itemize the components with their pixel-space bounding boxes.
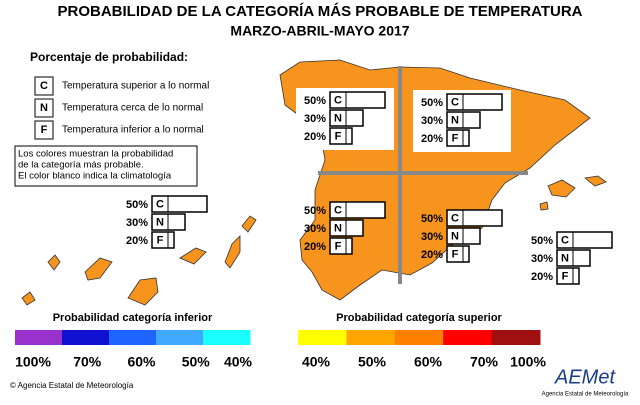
island	[84, 257, 113, 281]
value-label: 20%	[531, 271, 553, 283]
scale-swatch	[394, 330, 444, 345]
value-label: 30%	[304, 113, 326, 125]
island	[539, 201, 549, 211]
value-label: 20%	[304, 241, 326, 253]
island	[179, 247, 207, 265]
probability-bar	[556, 231, 613, 249]
scale-title: Probabilidad categoría inferior	[53, 312, 213, 324]
category-code: F	[335, 130, 342, 142]
legend-code: C	[40, 80, 48, 92]
logo-caption: Agencia Estatal de Meteorología	[542, 392, 629, 398]
logo: AEMet	[554, 366, 616, 388]
subtitle: MARZO-ABRIL-MAYO 2017	[230, 23, 409, 39]
value-label: 50%	[304, 95, 326, 107]
category-code: F	[562, 270, 569, 282]
legend-box	[34, 120, 54, 140]
island	[21, 291, 36, 306]
category-code: F	[157, 234, 164, 246]
scale-tick-label: 60%	[127, 354, 156, 370]
scale-swatch	[15, 330, 63, 345]
legend-code: F	[41, 124, 48, 136]
scale-tick-label: 100%	[510, 354, 546, 370]
island	[547, 179, 576, 198]
scale-swatch	[491, 330, 541, 345]
scale-tick-label: 100%	[15, 354, 51, 370]
scale-swatch	[62, 330, 110, 345]
scale-swatch	[443, 330, 493, 345]
island	[584, 175, 607, 187]
category-code: N	[334, 112, 342, 124]
title: PROBABILIDAD DE LA CATEGORÍA MÁS PROBABL…	[58, 3, 583, 20]
value-label: 50%	[126, 199, 148, 211]
value-label: 50%	[531, 235, 553, 247]
value-label: 50%	[421, 97, 443, 109]
value-label: 20%	[304, 131, 326, 143]
category-code: C	[451, 96, 459, 108]
note-line: Los colores muestran la probabilidad	[18, 149, 173, 160]
category-code: N	[156, 216, 164, 228]
scale-title: Probabilidad categoría superior	[336, 312, 502, 324]
category-code: N	[451, 114, 459, 126]
note-line: de la categoría más probable.	[18, 160, 144, 171]
category-code: C	[451, 212, 459, 224]
scale-tick-label: 70%	[73, 354, 102, 370]
value-label: 30%	[531, 253, 553, 265]
note-box	[14, 145, 198, 187]
island	[47, 254, 61, 271]
note-line: El color blanco indica la climatología	[18, 171, 172, 182]
scale-tick-label: 60%	[414, 354, 443, 370]
category-code: F	[335, 240, 342, 252]
scale-swatch	[156, 330, 204, 345]
value-label: 30%	[304, 223, 326, 235]
scale-tick-label: 50%	[358, 354, 387, 370]
legend-box	[34, 98, 54, 118]
scale-swatch	[109, 330, 157, 345]
value-label: 50%	[304, 205, 326, 217]
category-code: C	[561, 234, 569, 246]
island	[241, 215, 257, 233]
probability-bar	[329, 201, 386, 219]
scale-tick-label: 40%	[302, 354, 331, 370]
scale-swatch	[203, 330, 251, 345]
value-label: 30%	[126, 217, 148, 229]
category-code: C	[156, 198, 164, 210]
probability-bar	[151, 195, 208, 213]
scale-tick-label: 70%	[470, 354, 499, 370]
value-label: 30%	[421, 231, 443, 243]
value-label: 20%	[421, 249, 443, 261]
value-label: 20%	[126, 235, 148, 247]
island	[224, 235, 241, 269]
scale-swatch	[346, 330, 396, 345]
scale-tick-label: 40%	[224, 354, 253, 370]
category-code: N	[451, 230, 459, 242]
category-code: C	[334, 94, 342, 106]
legend-title: Porcentaje de probabilidad:	[30, 50, 188, 64]
value-label: 50%	[421, 213, 443, 225]
legend-code: N	[40, 102, 48, 114]
value-label: 30%	[421, 115, 443, 127]
category-code: F	[452, 132, 459, 144]
island	[127, 277, 159, 306]
legend-label: Temperatura inferior a lo normal	[62, 125, 204, 136]
legend-label: Temperatura cerca de lo normal	[62, 103, 203, 114]
scale-tick-label: 50%	[182, 354, 211, 370]
category-code: N	[334, 222, 342, 234]
probability-bar	[329, 91, 386, 109]
legend-box	[34, 76, 54, 96]
category-code: N	[561, 252, 569, 264]
category-code: C	[334, 204, 342, 216]
probability-bar	[446, 93, 503, 111]
legend-label: Temperatura superior a lo normal	[62, 81, 209, 92]
credit: © Agencia Estatal de Meteorología	[10, 381, 134, 390]
probability-bar	[446, 209, 503, 227]
category-code: F	[452, 248, 459, 260]
scale-swatch	[298, 330, 347, 345]
value-label: 20%	[421, 133, 443, 145]
